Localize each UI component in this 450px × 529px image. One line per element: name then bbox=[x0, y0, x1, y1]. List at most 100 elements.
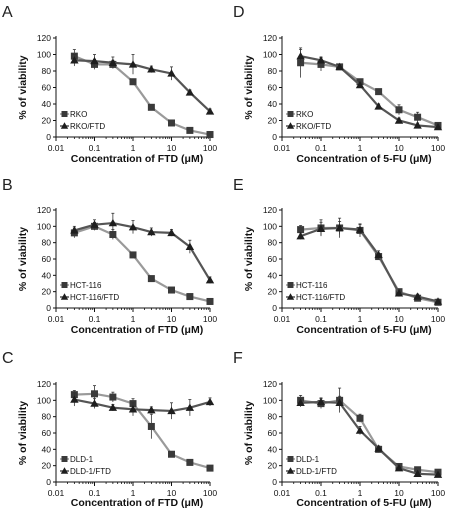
y-tick-label: 80 bbox=[268, 238, 278, 248]
legend-label: HCT-116 bbox=[296, 281, 328, 290]
y-tick-label: 20 bbox=[42, 461, 52, 471]
y-tick-label: 100 bbox=[263, 50, 277, 60]
chart-panel-a: A 0 20 40 60 80 100 120 0.01 0.1 1 10 100 % of viabil… bbox=[2, 4, 217, 165]
series-line bbox=[300, 399, 439, 474]
data-point-triangle bbox=[413, 292, 422, 300]
legend-label: DLD-1 bbox=[70, 455, 94, 464]
data-point-triangle bbox=[167, 228, 176, 237]
y-axis-label: % of viability bbox=[243, 55, 255, 119]
data-point-square bbox=[147, 422, 155, 430]
data-point-triangle bbox=[70, 56, 79, 64]
legend-label: RKO/FTD bbox=[70, 122, 105, 131]
panel-letter: C bbox=[2, 350, 14, 367]
y-tick-label: 80 bbox=[268, 66, 278, 76]
series-dld-1-ftd bbox=[296, 395, 443, 478]
data-point-triangle bbox=[296, 51, 305, 60]
legend: HCT-116 HCT-116/FTD bbox=[286, 281, 345, 302]
x-tick-label: 100 bbox=[203, 488, 217, 498]
data-point-triangle bbox=[108, 218, 118, 227]
data-point-triangle bbox=[335, 398, 344, 406]
data-point-triangle bbox=[355, 80, 365, 89]
y-tick-label: 100 bbox=[37, 395, 51, 405]
data-point-square bbox=[206, 131, 214, 139]
data-point-triangle bbox=[413, 469, 422, 478]
x-axis-label: Concentration of FTD (μM) bbox=[71, 153, 203, 165]
data-point-square bbox=[109, 393, 117, 401]
data-point-square bbox=[186, 458, 194, 466]
x-tick-label: 0.01 bbox=[48, 488, 65, 498]
data-point-triangle bbox=[90, 399, 99, 407]
data-point-triangle bbox=[205, 107, 215, 115]
x-tick-label: 100 bbox=[203, 143, 217, 153]
series-line bbox=[300, 400, 439, 476]
y-tick-label: 80 bbox=[268, 412, 278, 422]
y-tick-label: 20 bbox=[268, 116, 278, 126]
data-point-square bbox=[414, 113, 422, 121]
chart-panel-c: C 0 20 40 60 80 100 120 0.01 0.1 1 10 100 % of viabil… bbox=[2, 350, 217, 509]
y-tick-label: 80 bbox=[42, 238, 52, 248]
series-line bbox=[74, 221, 211, 281]
data-point-triangle bbox=[128, 60, 138, 68]
x-tick-label: 0.1 bbox=[89, 143, 101, 153]
y-tick-label: 100 bbox=[263, 395, 277, 405]
x-tick-label: 0.01 bbox=[274, 314, 291, 324]
data-point-triangle bbox=[413, 121, 422, 129]
y-tick-label: 120 bbox=[263, 205, 277, 215]
legend: DLD-1 DLD-1/FTD bbox=[60, 455, 111, 476]
legend-marker-square bbox=[61, 282, 68, 288]
y-tick-label: 100 bbox=[37, 221, 51, 231]
data-point-triangle bbox=[128, 405, 138, 413]
legend-marker-triangle bbox=[60, 467, 69, 474]
x-tick-label: 10 bbox=[394, 143, 404, 153]
x-tick-label: 1 bbox=[131, 143, 136, 153]
y-tick-label: 80 bbox=[42, 412, 52, 422]
data-point-square bbox=[206, 464, 214, 472]
y-tick-label: 20 bbox=[268, 287, 278, 297]
data-point-triangle bbox=[355, 426, 365, 434]
data-point-triangle bbox=[147, 65, 156, 73]
y-tick-label: 40 bbox=[42, 270, 52, 280]
data-point-square bbox=[317, 60, 325, 68]
y-tick-label: 40 bbox=[42, 444, 52, 454]
data-point-triangle bbox=[70, 226, 79, 234]
legend-label: DLD-1/FTD bbox=[296, 467, 337, 476]
series-line bbox=[74, 59, 211, 113]
x-axis-label: Concentration of 5-FU (μM) bbox=[296, 153, 431, 165]
x-tick-label: 0.1 bbox=[89, 314, 101, 324]
series-line bbox=[300, 226, 439, 304]
x-tick-label: 100 bbox=[431, 143, 445, 153]
y-tick-label: 40 bbox=[268, 99, 278, 109]
series-line bbox=[74, 225, 211, 303]
y-tick-label: 40 bbox=[268, 444, 278, 454]
x-tick-label: 10 bbox=[394, 488, 404, 498]
data-point-triangle bbox=[394, 289, 404, 297]
data-point-square bbox=[356, 414, 364, 422]
data-point-triangle bbox=[205, 397, 215, 406]
y-tick-label: 0 bbox=[46, 132, 51, 142]
data-point-triangle bbox=[433, 297, 443, 305]
data-point-triangle bbox=[433, 470, 443, 478]
legend-marker-triangle bbox=[286, 467, 295, 474]
data-point-triangle bbox=[185, 403, 195, 411]
x-tick-label: 0.1 bbox=[89, 488, 101, 498]
legend-marker-triangle bbox=[286, 122, 295, 129]
data-point-square bbox=[109, 231, 117, 238]
y-axis-label: % of viability bbox=[243, 401, 255, 465]
y-tick-label: 40 bbox=[268, 270, 278, 280]
x-tick-label: 10 bbox=[167, 314, 177, 324]
data-point-triangle bbox=[394, 463, 404, 472]
panel-letter: B bbox=[2, 177, 13, 194]
y-axis-label: % of viability bbox=[17, 55, 29, 119]
y-tick-label: 120 bbox=[263, 379, 277, 389]
legend: DLD-1 DLD-1/FTD bbox=[286, 455, 337, 476]
y-tick-label: 60 bbox=[268, 83, 278, 93]
data-point-triangle bbox=[335, 62, 344, 71]
legend-label: RKO/FTD bbox=[296, 122, 331, 131]
x-tick-label: 0.01 bbox=[274, 488, 291, 498]
x-tick-label: 100 bbox=[203, 314, 217, 324]
x-tick-label: 0.1 bbox=[315, 314, 327, 324]
x-tick-label: 10 bbox=[167, 488, 177, 498]
data-point-triangle bbox=[70, 395, 79, 403]
data-point-triangle bbox=[205, 276, 215, 284]
legend-label: HCT-116/FTD bbox=[70, 293, 119, 302]
